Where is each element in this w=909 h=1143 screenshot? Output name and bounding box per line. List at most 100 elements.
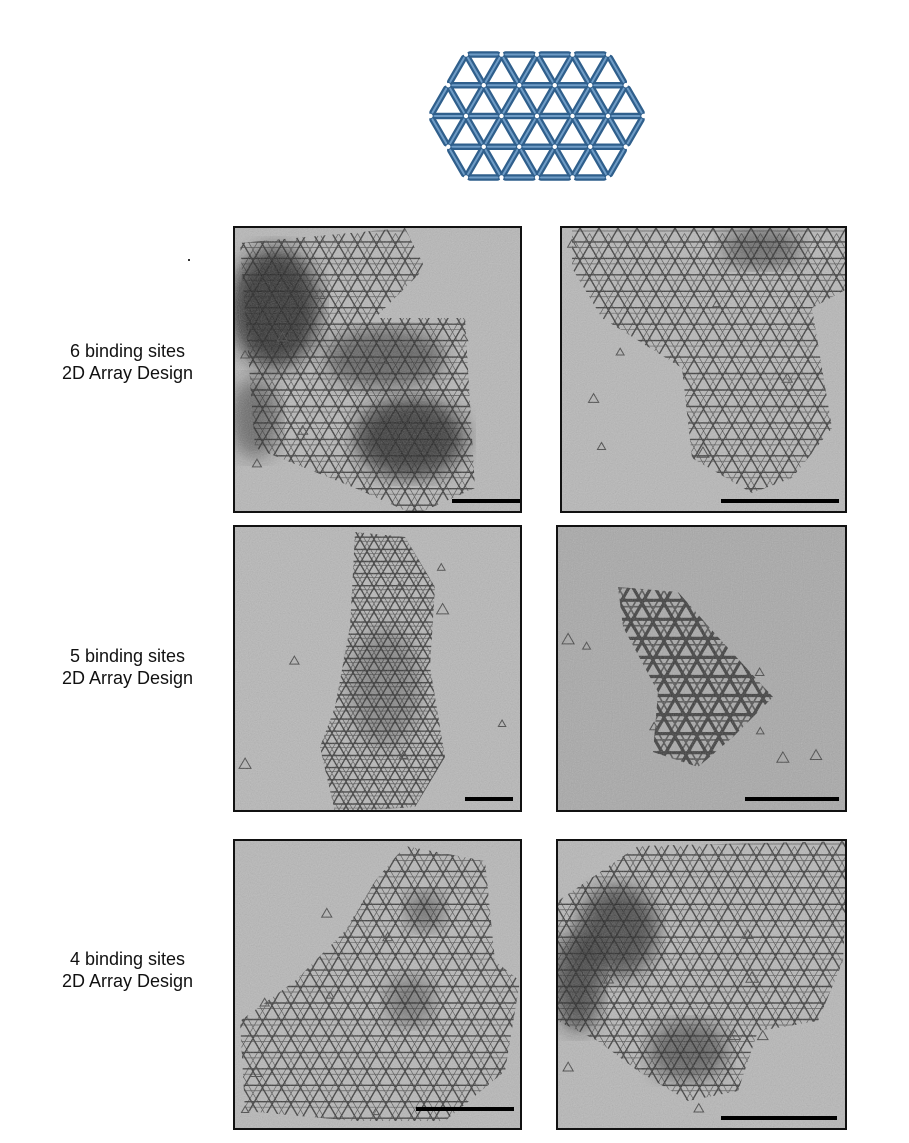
design-edge-highlight [538,56,554,83]
design-junction [570,113,575,119]
design-edge-highlight [538,118,554,145]
design-edge-highlight [484,87,501,114]
design-edge-highlight [555,56,572,83]
design-edge-highlight [591,56,607,83]
micrograph-grain [558,527,845,810]
scale-bar [721,499,839,503]
design-edge-highlight [467,118,483,145]
design-junction [552,83,557,88]
micrograph-image [558,527,845,810]
design-edge-highlight [573,56,590,83]
design-edge-highlight [467,56,483,83]
design-edge-highlight [609,149,625,176]
design-junction [446,83,451,88]
design-edge-highlight [573,87,590,114]
design-edge-highlight [502,87,519,114]
design-edge-highlight [502,149,519,176]
design-junction [446,144,451,149]
design-edge-highlight [467,149,483,176]
stray-mark [188,259,190,261]
design-junction [623,144,628,149]
design-edge-highlight [555,87,572,114]
design-edge-highlight [538,87,554,114]
row-label-line-1: 5 binding sites [69,646,186,666]
scale-bar [452,499,520,503]
row-label-6-binding-sites: 6 binding sites 2D Array Design [40,340,215,384]
micrograph-grain [558,841,845,1128]
design-edge-highlight [431,87,448,114]
micrograph-image [235,228,520,511]
lattice-design-diagram [428,51,646,181]
design-edge-highlight [520,56,536,83]
row-label-4-binding-sites: 4 binding sites 2D Array Design [40,948,215,992]
design-junction [570,52,575,57]
design-edge-highlight [609,56,625,83]
design-edge-highlight [591,87,607,114]
design-edge-highlight [538,149,554,176]
micrograph-grain [235,228,520,511]
design-junction [463,52,469,57]
design-junction [605,175,611,180]
design-junction [428,113,433,119]
design-edge-highlight [449,149,465,176]
5-sites-micrograph-left [233,525,522,812]
design-edge-highlight [591,149,607,176]
scale-bar [416,1107,514,1111]
design-junction [552,144,557,149]
design-junction [481,83,486,88]
6-sites-micrograph-right [560,226,847,513]
design-edge-highlight [591,118,607,145]
design-edge-highlight [573,118,590,145]
row-label-line-2: 2D Array Design [61,971,194,991]
design-edge-highlight [609,118,625,145]
design-junction [499,175,504,180]
design-edge-highlight [520,87,536,114]
design-edge-highlight [484,118,501,145]
row-label-line-2: 2D Array Design [61,668,194,688]
design-edge-highlight [467,87,483,114]
micrograph-grain [562,228,845,511]
design-edge-highlight [555,118,572,145]
6-sites-micrograph-left [233,226,522,513]
design-junction [499,52,504,57]
scale-bar [465,797,513,801]
design-edge-highlight [502,118,519,145]
design-edge-highlight [520,149,536,176]
scale-bar [745,797,839,801]
design-junction [463,175,469,180]
design-junction [570,175,575,180]
design-junction [605,113,611,119]
4-sites-micrograph-right [556,839,847,1130]
design-edge-highlight [449,118,465,145]
design-edge-highlight [626,87,643,114]
design-junction [534,113,540,119]
design-junction [623,83,628,88]
micrograph-image [235,841,520,1128]
design-edge-highlight [609,87,625,114]
scale-bar [721,1116,837,1120]
design-junction [499,113,504,119]
row-label-line-2: 2D Array Design [61,363,194,383]
design-edge-highlight [484,149,501,176]
row-label-line-1: 4 binding sites [69,949,186,969]
micrograph-grain [235,841,520,1128]
row-label-5-binding-sites: 5 binding sites 2D Array Design [40,645,215,689]
design-edge-highlight [502,56,519,83]
design-junction [463,113,469,119]
design-edge-highlight [520,118,536,145]
design-junction [517,144,522,149]
row-label-line-1: 6 binding sites [69,341,186,361]
design-junction [641,113,646,119]
design-junction [481,144,486,149]
micrograph-image [558,841,845,1128]
design-junction [534,52,540,57]
design-edge-highlight [573,149,590,176]
design-junction [588,144,593,149]
design-edge-highlight [449,87,465,114]
design-junction [534,175,540,180]
4-sites-micrograph-left [233,839,522,1130]
design-junction [588,83,593,88]
design-edge-highlight [626,118,643,145]
design-edge-highlight [431,118,448,145]
micrograph-grain [235,527,520,810]
